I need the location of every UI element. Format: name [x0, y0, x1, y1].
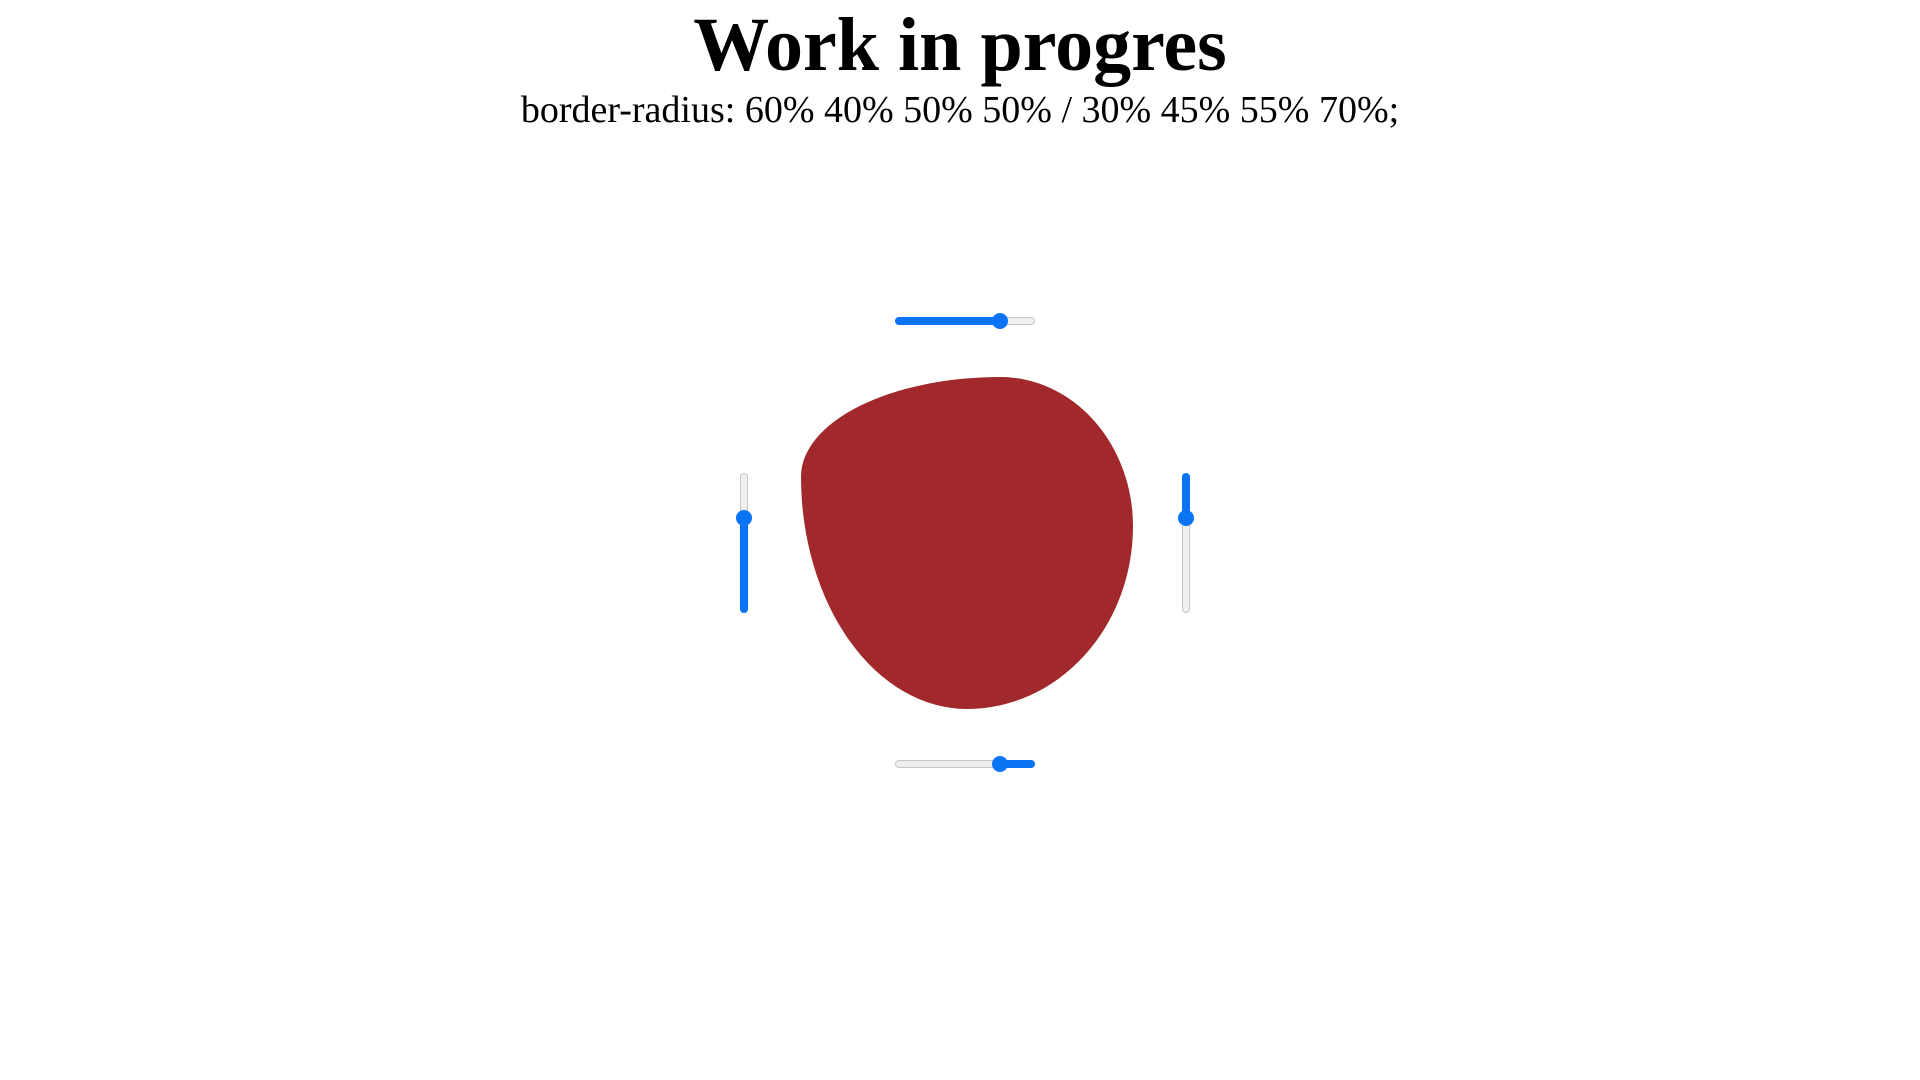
slider-fill: [1182, 473, 1190, 515]
slider-fill: [740, 515, 748, 613]
slider-thumb[interactable]: [736, 510, 752, 526]
slider-fill: [1004, 760, 1035, 768]
page-title: Work in progres: [693, 3, 1227, 87]
slider-thumb[interactable]: [1178, 510, 1194, 526]
slider-fill: [895, 317, 1004, 325]
blob-shape: [801, 377, 1133, 709]
border-radius-readout: border-radius: 60% 40% 50% 50% / 30% 45%…: [520, 89, 1400, 131]
left-radius-slider[interactable]: [734, 473, 754, 613]
slider-thumb[interactable]: [992, 313, 1008, 329]
right-radius-slider[interactable]: [1176, 473, 1196, 613]
slider-thumb[interactable]: [992, 756, 1008, 772]
bottom-radius-slider[interactable]: [895, 754, 1035, 774]
top-radius-slider[interactable]: [895, 311, 1035, 331]
